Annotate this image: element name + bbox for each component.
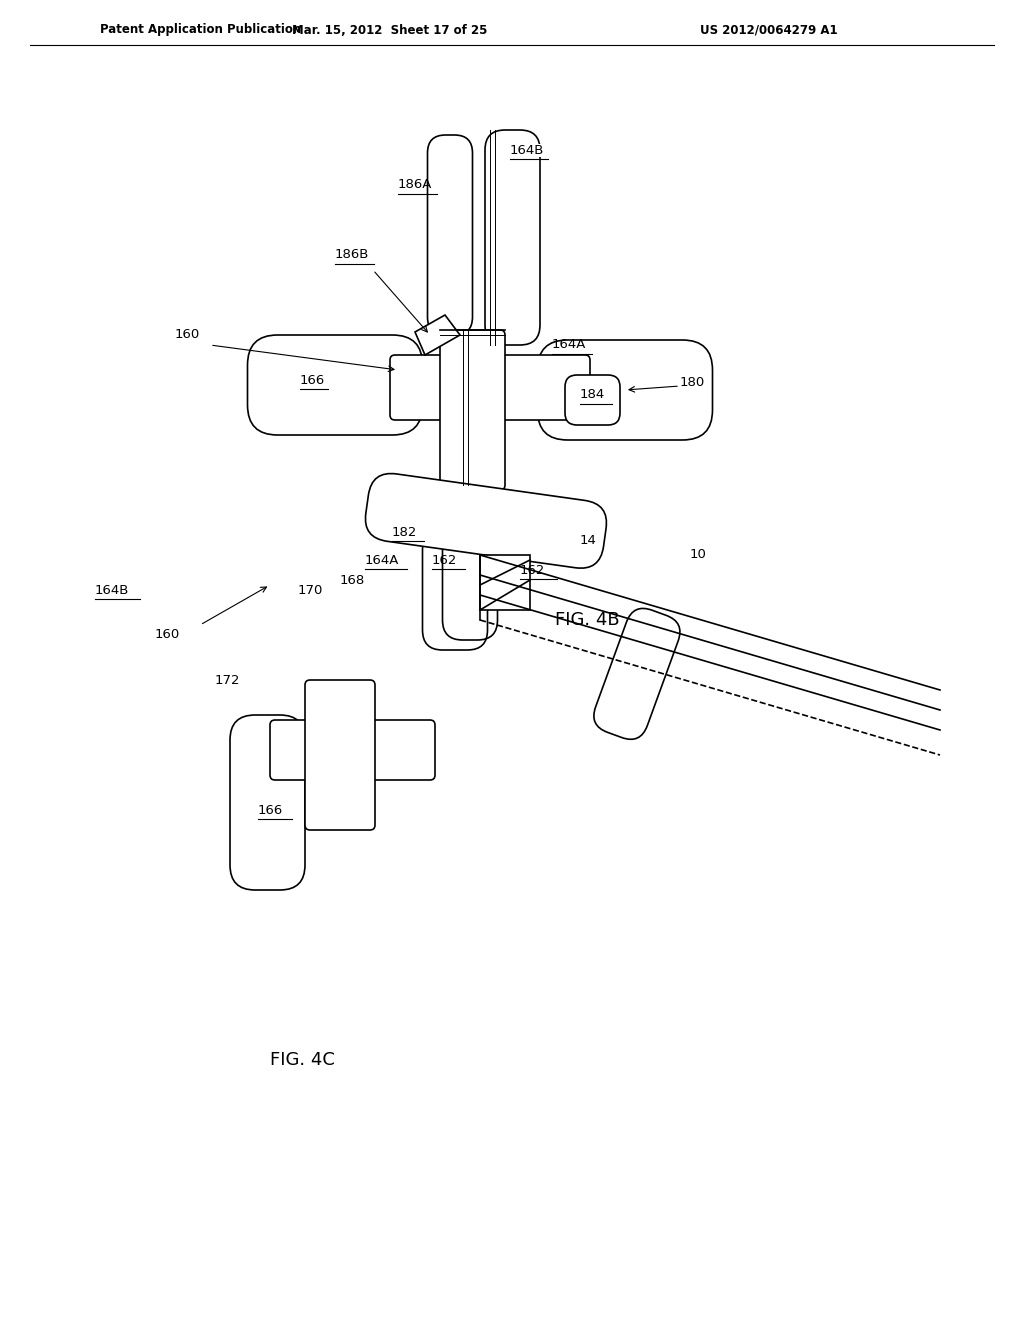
FancyBboxPatch shape <box>565 375 620 425</box>
Text: 184: 184 <box>580 388 605 401</box>
Text: 168: 168 <box>340 573 366 586</box>
FancyBboxPatch shape <box>305 680 375 830</box>
Text: 186A: 186A <box>398 178 432 191</box>
Text: Patent Application Publication: Patent Application Publication <box>100 24 301 37</box>
Text: 164B: 164B <box>95 583 129 597</box>
Text: 164B: 164B <box>510 144 545 157</box>
Text: 164A: 164A <box>552 338 587 351</box>
Polygon shape <box>415 315 460 355</box>
Text: FIG. 4C: FIG. 4C <box>270 1051 335 1069</box>
Text: 166: 166 <box>258 804 284 817</box>
Text: US 2012/0064279 A1: US 2012/0064279 A1 <box>700 24 838 37</box>
Text: 180: 180 <box>680 375 706 388</box>
Polygon shape <box>480 554 530 610</box>
FancyBboxPatch shape <box>594 609 680 739</box>
Text: 182: 182 <box>392 525 418 539</box>
Text: 164A: 164A <box>365 553 399 566</box>
Text: 166: 166 <box>300 374 326 387</box>
FancyBboxPatch shape <box>270 719 435 780</box>
FancyBboxPatch shape <box>230 715 305 890</box>
FancyBboxPatch shape <box>440 330 505 490</box>
Text: 172: 172 <box>215 673 241 686</box>
FancyBboxPatch shape <box>366 474 606 568</box>
Text: 10: 10 <box>690 549 707 561</box>
FancyBboxPatch shape <box>390 355 590 420</box>
Text: 160: 160 <box>175 329 201 342</box>
Text: 170: 170 <box>298 583 324 597</box>
Text: 160: 160 <box>155 628 180 642</box>
Text: FIG. 4B: FIG. 4B <box>555 611 620 630</box>
Text: 14: 14 <box>580 533 597 546</box>
Text: 186B: 186B <box>335 248 370 261</box>
Text: Mar. 15, 2012  Sheet 17 of 25: Mar. 15, 2012 Sheet 17 of 25 <box>292 24 487 37</box>
Text: 162: 162 <box>432 553 458 566</box>
Text: 162: 162 <box>520 564 546 577</box>
